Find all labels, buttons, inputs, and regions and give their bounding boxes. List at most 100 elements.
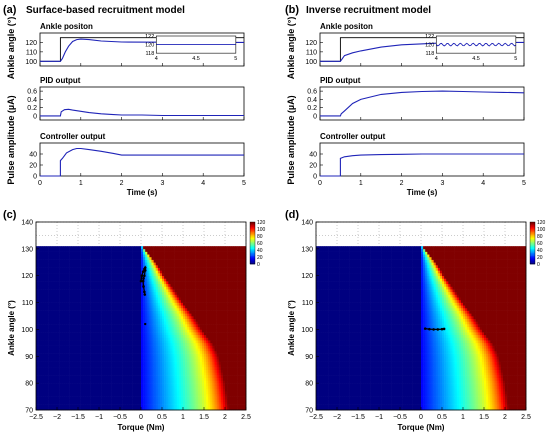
- heat-cell: [52, 385, 56, 389]
- heat-cell: [40, 377, 43, 381]
- heat-cell: [210, 334, 213, 338]
- heat-cell: [174, 310, 177, 314]
- heat-cell: [180, 307, 184, 311]
- heat-cell: [176, 294, 180, 298]
- heat-cell: [69, 305, 72, 309]
- heat-cell: [229, 297, 232, 301]
- heat-cell: [155, 302, 159, 306]
- heat-cell: [159, 337, 163, 341]
- heat-cell: [164, 385, 167, 389]
- heat-cell: [86, 375, 89, 379]
- heat-cell: [38, 350, 41, 354]
- heat-cell: [73, 332, 77, 336]
- heat-cell: [225, 356, 228, 360]
- heat-cell: [99, 396, 102, 400]
- heat-cell: [40, 369, 43, 373]
- heat-cell: [176, 307, 180, 311]
- heat-cell: [210, 388, 213, 392]
- heat-cell: [239, 281, 243, 285]
- heat-cell: [65, 283, 68, 287]
- heat-cell: [180, 297, 184, 301]
- heat-cell: [180, 407, 184, 411]
- heat-cell: [145, 385, 148, 389]
- heat-cell: [180, 372, 184, 376]
- heat-cell: [178, 356, 182, 360]
- heat-cell: [208, 302, 211, 306]
- heat-cell: [231, 377, 234, 381]
- heat-cell: [191, 291, 194, 295]
- heat-cell: [63, 399, 66, 403]
- heat-cell: [178, 369, 182, 373]
- heat-cell: [73, 299, 77, 303]
- heat-cell: [233, 302, 236, 306]
- heat-cell: [187, 324, 190, 328]
- heat-cell: [54, 305, 58, 309]
- heat-cell: [50, 313, 54, 317]
- heat-cell: [168, 393, 171, 397]
- heat-cell: [115, 358, 119, 362]
- heat-cell: [99, 329, 102, 333]
- heat-cell: [243, 289, 247, 293]
- heat-cell: [65, 310, 68, 314]
- heat-cell: [239, 334, 243, 338]
- heat-cell: [67, 342, 70, 346]
- heat-cell: [109, 299, 112, 303]
- heat-cell: [61, 324, 64, 328]
- heat-cell: [78, 281, 81, 285]
- heat-cell: [109, 401, 112, 405]
- heat-cell: [147, 297, 150, 301]
- heat-cell: [199, 294, 203, 298]
- heat-cell: [153, 388, 156, 392]
- heat-cell: [69, 396, 72, 400]
- heat-cell: [88, 329, 91, 333]
- heat-cell: [187, 307, 190, 311]
- heat-cell: [157, 348, 161, 352]
- heat-cell: [71, 310, 75, 314]
- heat-cell: [124, 401, 127, 405]
- heat-cell: [40, 340, 43, 344]
- heat-cell: [174, 313, 177, 317]
- heat-cell: [82, 388, 85, 392]
- heat-cell: [145, 283, 148, 287]
- heat-cell: [153, 291, 156, 295]
- heat-cell: [80, 369, 83, 373]
- heat-cell: [138, 302, 142, 306]
- heat-cell: [206, 396, 209, 400]
- heat-cell: [99, 281, 102, 285]
- heat-cell: [50, 348, 54, 352]
- heat-cell: [231, 337, 234, 341]
- heat-cell: [227, 399, 230, 403]
- heat-cell: [109, 342, 112, 346]
- heat-cell: [174, 342, 177, 346]
- heat-cell: [168, 286, 171, 290]
- heat-cell: [78, 342, 81, 346]
- heat-cell: [143, 345, 146, 349]
- heat-cell: [189, 369, 192, 373]
- heat-cell: [239, 283, 243, 287]
- heat-cell: [86, 388, 89, 392]
- heat-cell: [208, 313, 211, 317]
- heat-cell: [107, 286, 110, 290]
- heat-cell: [38, 348, 41, 352]
- heat-cell: [40, 350, 43, 354]
- heat-cell: [204, 369, 207, 373]
- heat-cell: [52, 302, 56, 306]
- heat-cell: [141, 388, 144, 392]
- heat-cell: [227, 350, 230, 354]
- heat-cell: [82, 305, 85, 309]
- heat-cell: [208, 358, 211, 362]
- heat-cell: [132, 358, 135, 362]
- heat-cell: [94, 377, 98, 381]
- heat-cell: [73, 286, 77, 290]
- heat-cell: [185, 324, 188, 328]
- heat-cell: [99, 350, 102, 354]
- heat-cell: [235, 404, 238, 408]
- heat-cell: [57, 377, 60, 381]
- heat-cell: [126, 407, 129, 411]
- heat-cell: [155, 310, 159, 314]
- heat-cell: [124, 289, 127, 293]
- heat-cell: [59, 329, 62, 333]
- heat-cell: [134, 348, 138, 352]
- heat-cell: [145, 286, 148, 290]
- heat-cell: [73, 345, 77, 349]
